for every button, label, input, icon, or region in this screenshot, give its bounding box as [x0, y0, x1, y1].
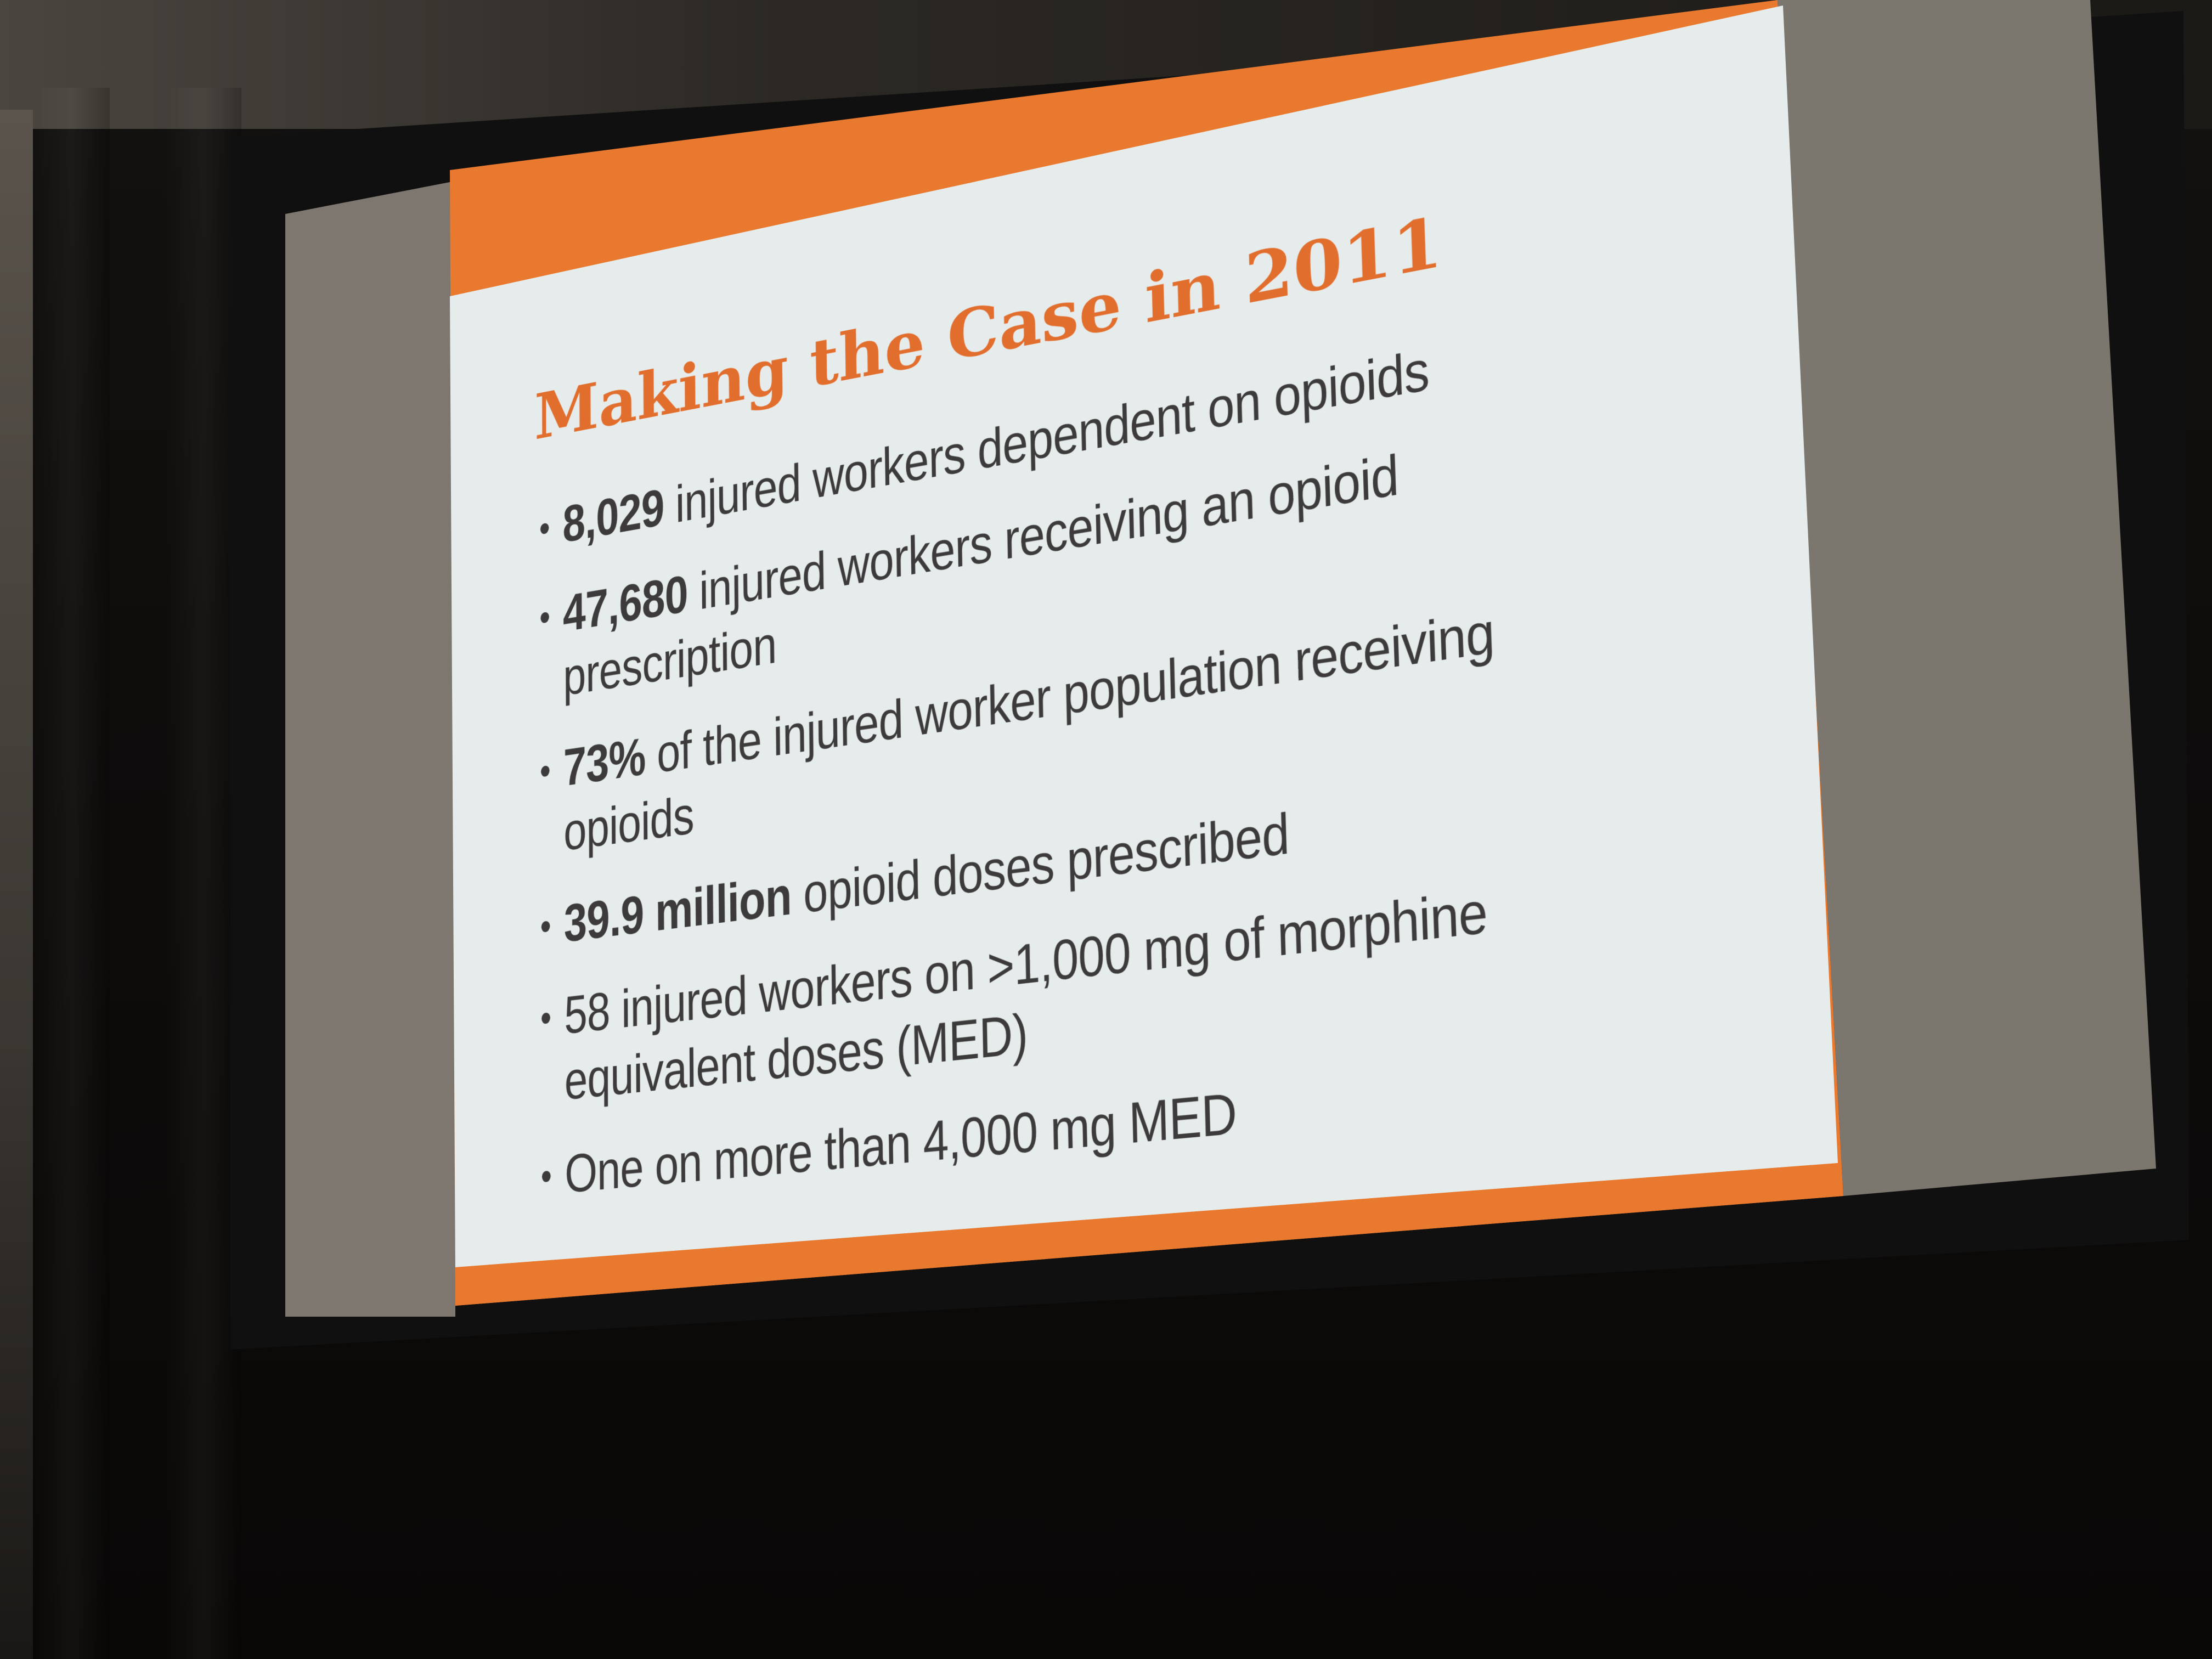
bullet-highlight: 8,029	[562, 478, 664, 554]
projection-margin-right	[1778, 0, 2156, 1196]
bullet-highlight: 73%	[563, 727, 646, 798]
bullet-highlight: 39.9 million	[564, 865, 792, 953]
bullet-list: 8,029 injured workers dependent on opioi…	[539, 287, 1731, 1237]
projection-margin-left	[285, 181, 455, 1317]
